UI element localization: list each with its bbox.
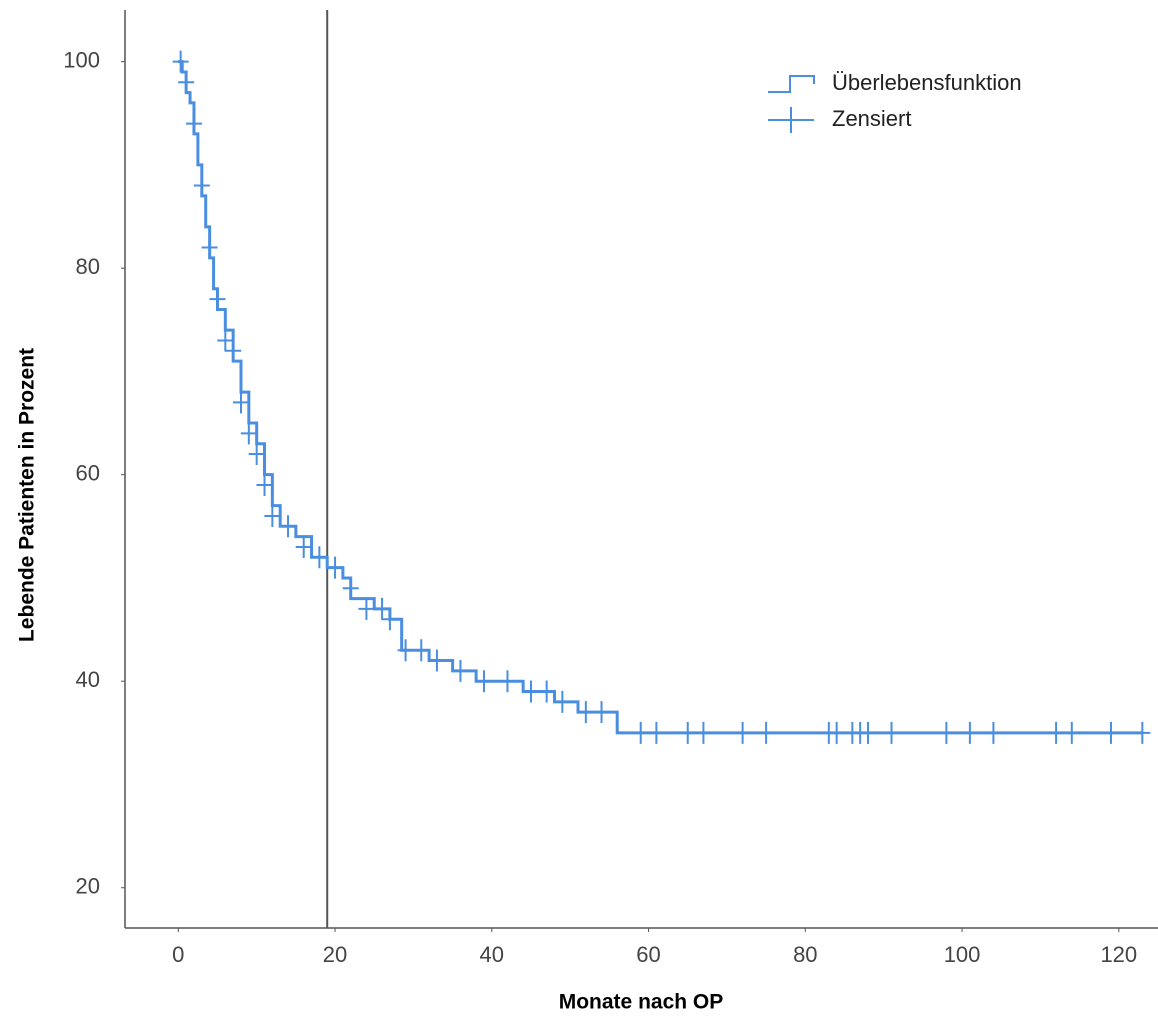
censor-mark	[577, 701, 594, 724]
y-tick-label: 80	[76, 254, 100, 279]
censor-mark	[217, 329, 234, 352]
y-tick-label: 100	[63, 47, 100, 72]
x-tick-label: 40	[480, 942, 504, 967]
censor-mark	[1063, 721, 1080, 744]
censor-mark	[648, 721, 665, 744]
censor-mark	[374, 597, 391, 620]
censor-mark	[225, 339, 242, 362]
censor-mark	[554, 690, 571, 713]
censor-mark	[381, 608, 398, 631]
censor-mark	[734, 721, 751, 744]
censor-mark	[327, 556, 344, 579]
censor-mark	[499, 670, 516, 693]
censor-mark	[883, 721, 900, 744]
x-axis-title: Monate nach OP	[559, 991, 724, 1014]
censor-mark	[985, 721, 1002, 744]
censor-mark	[193, 174, 210, 197]
censor-mark	[178, 71, 195, 94]
censor-mark	[256, 474, 273, 497]
y-axis-title: Lebende Patienten in Prozent	[16, 348, 39, 642]
censor-mark	[632, 721, 649, 744]
censor-mark	[758, 721, 775, 744]
censor-mark	[232, 391, 249, 414]
censor-mark	[938, 721, 955, 744]
censor-mark	[413, 639, 430, 662]
censor-mark	[1048, 721, 1065, 744]
censor-mark	[185, 112, 202, 135]
censor-mark	[593, 701, 610, 724]
censor-mark	[172, 50, 189, 73]
censor-mark	[209, 288, 226, 311]
y-tick-label: 40	[76, 667, 100, 692]
censor-mark	[428, 649, 445, 672]
x-tick-label: 0	[172, 942, 184, 967]
censor-mark	[248, 443, 265, 466]
censor-mark	[264, 504, 281, 527]
censor-mark	[452, 659, 469, 682]
y-tick-label: 60	[76, 460, 100, 485]
censor-mark	[280, 515, 297, 538]
legend-icon	[768, 107, 814, 133]
censor-mark	[522, 680, 539, 703]
legend-label: Überlebensfunktion	[832, 70, 1022, 95]
x-tick-label: 80	[793, 942, 817, 967]
legend-label: Zensiert	[832, 106, 911, 131]
censor-mark	[961, 721, 978, 744]
legend-icon	[768, 75, 815, 93]
censor-mark	[397, 639, 414, 662]
y-tick-label: 20	[76, 874, 100, 899]
censor-mark	[342, 577, 359, 600]
censor-mark	[240, 422, 257, 445]
censor-mark	[679, 721, 696, 744]
censor-mark	[201, 236, 218, 259]
censor-mark	[695, 721, 712, 744]
censor-mark	[295, 535, 312, 558]
x-tick-label: 20	[323, 942, 347, 967]
x-tick-label: 100	[944, 942, 981, 967]
censor-mark	[828, 721, 845, 744]
censor-mark	[358, 597, 375, 620]
x-tick-label: 120	[1100, 942, 1137, 967]
censor-mark	[311, 546, 328, 569]
survival-curve	[178, 60, 1143, 735]
censor-mark	[1134, 721, 1151, 744]
x-tick-label: 60	[636, 942, 660, 967]
censor-mark	[1102, 721, 1119, 744]
censor-mark	[860, 721, 877, 744]
censor-mark	[475, 670, 492, 693]
censor-mark	[538, 680, 555, 703]
